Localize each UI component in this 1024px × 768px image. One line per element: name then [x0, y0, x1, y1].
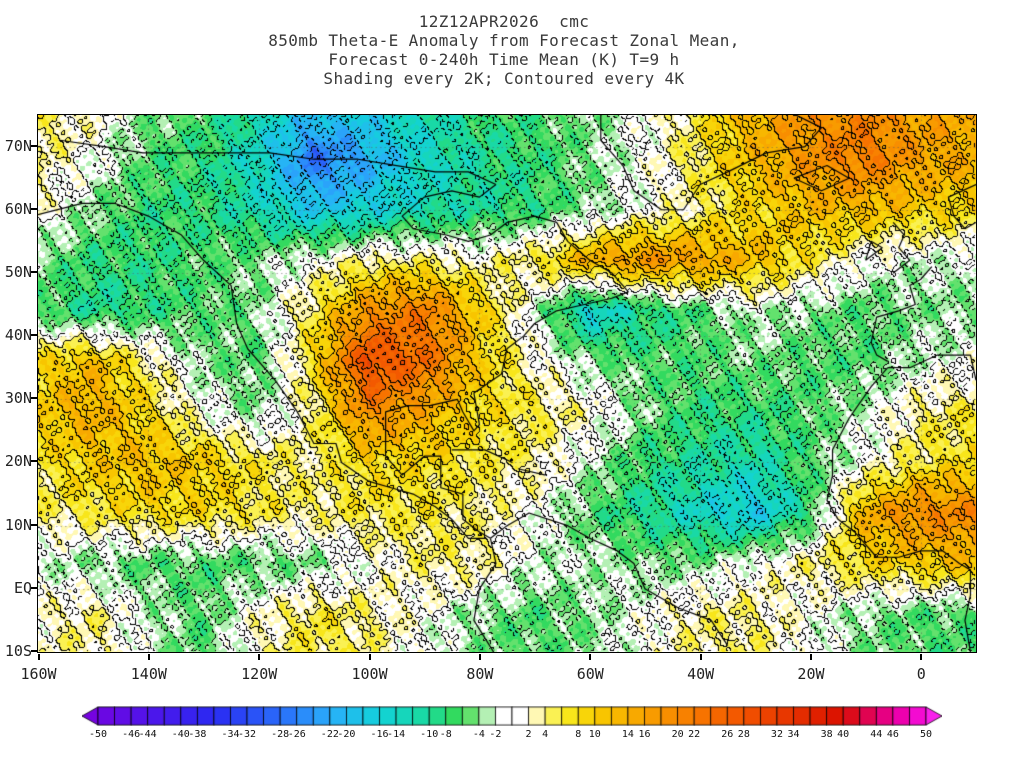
x-axis-label: 80W: [466, 665, 494, 683]
x-axis-label: 160W: [20, 665, 57, 683]
colorbar-boundary-label: 22: [688, 729, 701, 740]
colorbar-boundary-label: 46: [886, 729, 899, 740]
colorbar-boundary-label: -26: [287, 729, 306, 740]
colorbar-canvas: [82, 706, 942, 726]
colorbar-boundary-label: -2: [489, 729, 502, 740]
colorbar-boundary-label: -10: [420, 729, 439, 740]
colorbar-boundary-label: 32: [770, 729, 783, 740]
x-axis-tick: [809, 654, 812, 660]
x-axis-label: 60W: [576, 665, 604, 683]
colorbar-boundary-label: 20: [671, 729, 684, 740]
colorbar-boundary-label: -8: [439, 729, 452, 740]
y-axis-label: 10N: [4, 515, 32, 534]
colorbar-boundary-label: -32: [238, 729, 257, 740]
colorbar-boundary-label: -50: [88, 729, 108, 740]
y-axis-tick: [31, 207, 37, 210]
colorbar-boundary-label: -38: [188, 729, 207, 740]
x-axis-label: 140W: [130, 665, 167, 683]
title-line-datetime-model: 12Z12APR2026 cmc: [418, 12, 590, 31]
colorbar-boundary-label: -40: [171, 729, 190, 740]
y-axis-tick: [31, 523, 37, 526]
y-axis-tick: [31, 397, 37, 400]
colorbar-boundary-label: 10: [588, 729, 601, 740]
x-axis-tick: [920, 654, 923, 660]
y-axis-tick: [31, 270, 37, 273]
colorbar-boundary-label: 28: [737, 729, 750, 740]
y-axis-label: 40N: [4, 326, 32, 345]
y-axis-tick: [31, 586, 37, 589]
colorbar-boundary-label: -16: [370, 729, 389, 740]
colorbar-boundary-label: 34: [787, 729, 800, 740]
map-plot-area: 70N 60N 50N 40N 30N 20N 10N EQ 10S 160W 140W 120W 10…: [0, 108, 1024, 694]
y-axis-label: 70N: [4, 136, 32, 155]
x-axis-label: 0: [916, 665, 926, 683]
colorbar: -50 -46 -44 -40 -38 -34 -32 -28 -26 -22 -20 -16 -14-…: [0, 698, 1024, 768]
filled-contour-map-canvas: [37, 114, 977, 653]
colorbar-boundary-label: -14: [387, 729, 406, 740]
colorbar-boundary-label: -28: [271, 729, 290, 740]
colorbar-boundary-label: -20: [337, 729, 356, 740]
x-axis-label: 20W: [797, 665, 825, 683]
x-axis-label: 120W: [241, 665, 278, 683]
colorbar-boundary-label: 4: [542, 729, 549, 740]
y-axis-label: EQ: [13, 578, 32, 597]
colorbar-boundary-label: 8: [575, 729, 582, 740]
x-axis-label: 40W: [687, 665, 715, 683]
title-line-variable: 850mb Theta-E Anomaly from Forecast Zona…: [268, 31, 740, 50]
chart-title-block: 12Z12APR2026 cmc 850mb Theta-E Anomaly f…: [0, 12, 1008, 88]
x-axis-tick: [478, 654, 481, 660]
x-axis-tick: [589, 654, 592, 660]
colorbar-boundary-label: -34: [221, 729, 240, 740]
y-axis-label: 10S: [4, 642, 32, 660]
y-axis-label: 50N: [4, 262, 32, 281]
colorbar-boundary-label: -46: [122, 729, 141, 740]
x-axis-tick: [368, 654, 371, 660]
y-axis-tick: [31, 334, 37, 337]
colorbar-boundary-label: 16: [638, 729, 651, 740]
colorbar-boundary-label: 2: [525, 729, 532, 740]
y-axis-tick: [31, 460, 37, 463]
colorbar-boundary-label: 14: [621, 729, 634, 740]
x-axis-tick: [699, 654, 702, 660]
y-axis-label: 20N: [4, 452, 32, 471]
colorbar-boundary-label: 44: [870, 729, 883, 740]
title-line-shading-info: Shading every 2K; Contoured every 4K: [323, 69, 685, 88]
colorbar-boundary-label: -4: [472, 729, 485, 740]
x-axis-tick: [147, 654, 150, 660]
colorbar-boundary-label: 40: [837, 729, 850, 740]
x-axis-label: 100W: [351, 665, 388, 683]
x-axis-tick: [258, 654, 261, 660]
y-axis-tick: [31, 650, 37, 652]
colorbar-boundary-label: -44: [138, 729, 157, 740]
colorbar-boundary-label: -22: [320, 729, 339, 740]
colorbar-boundary-label: 26: [721, 729, 734, 740]
x-axis-tick: [37, 654, 40, 660]
title-line-forecast-range: Forecast 0-240h Time Mean (K) T=9 h: [328, 50, 680, 69]
y-axis-tick: [31, 144, 37, 147]
colorbar-boundary-label: 50: [919, 729, 933, 740]
y-axis-label: 30N: [4, 389, 32, 408]
y-axis-label: 60N: [4, 199, 32, 218]
colorbar-boundary-label: 38: [820, 729, 833, 740]
